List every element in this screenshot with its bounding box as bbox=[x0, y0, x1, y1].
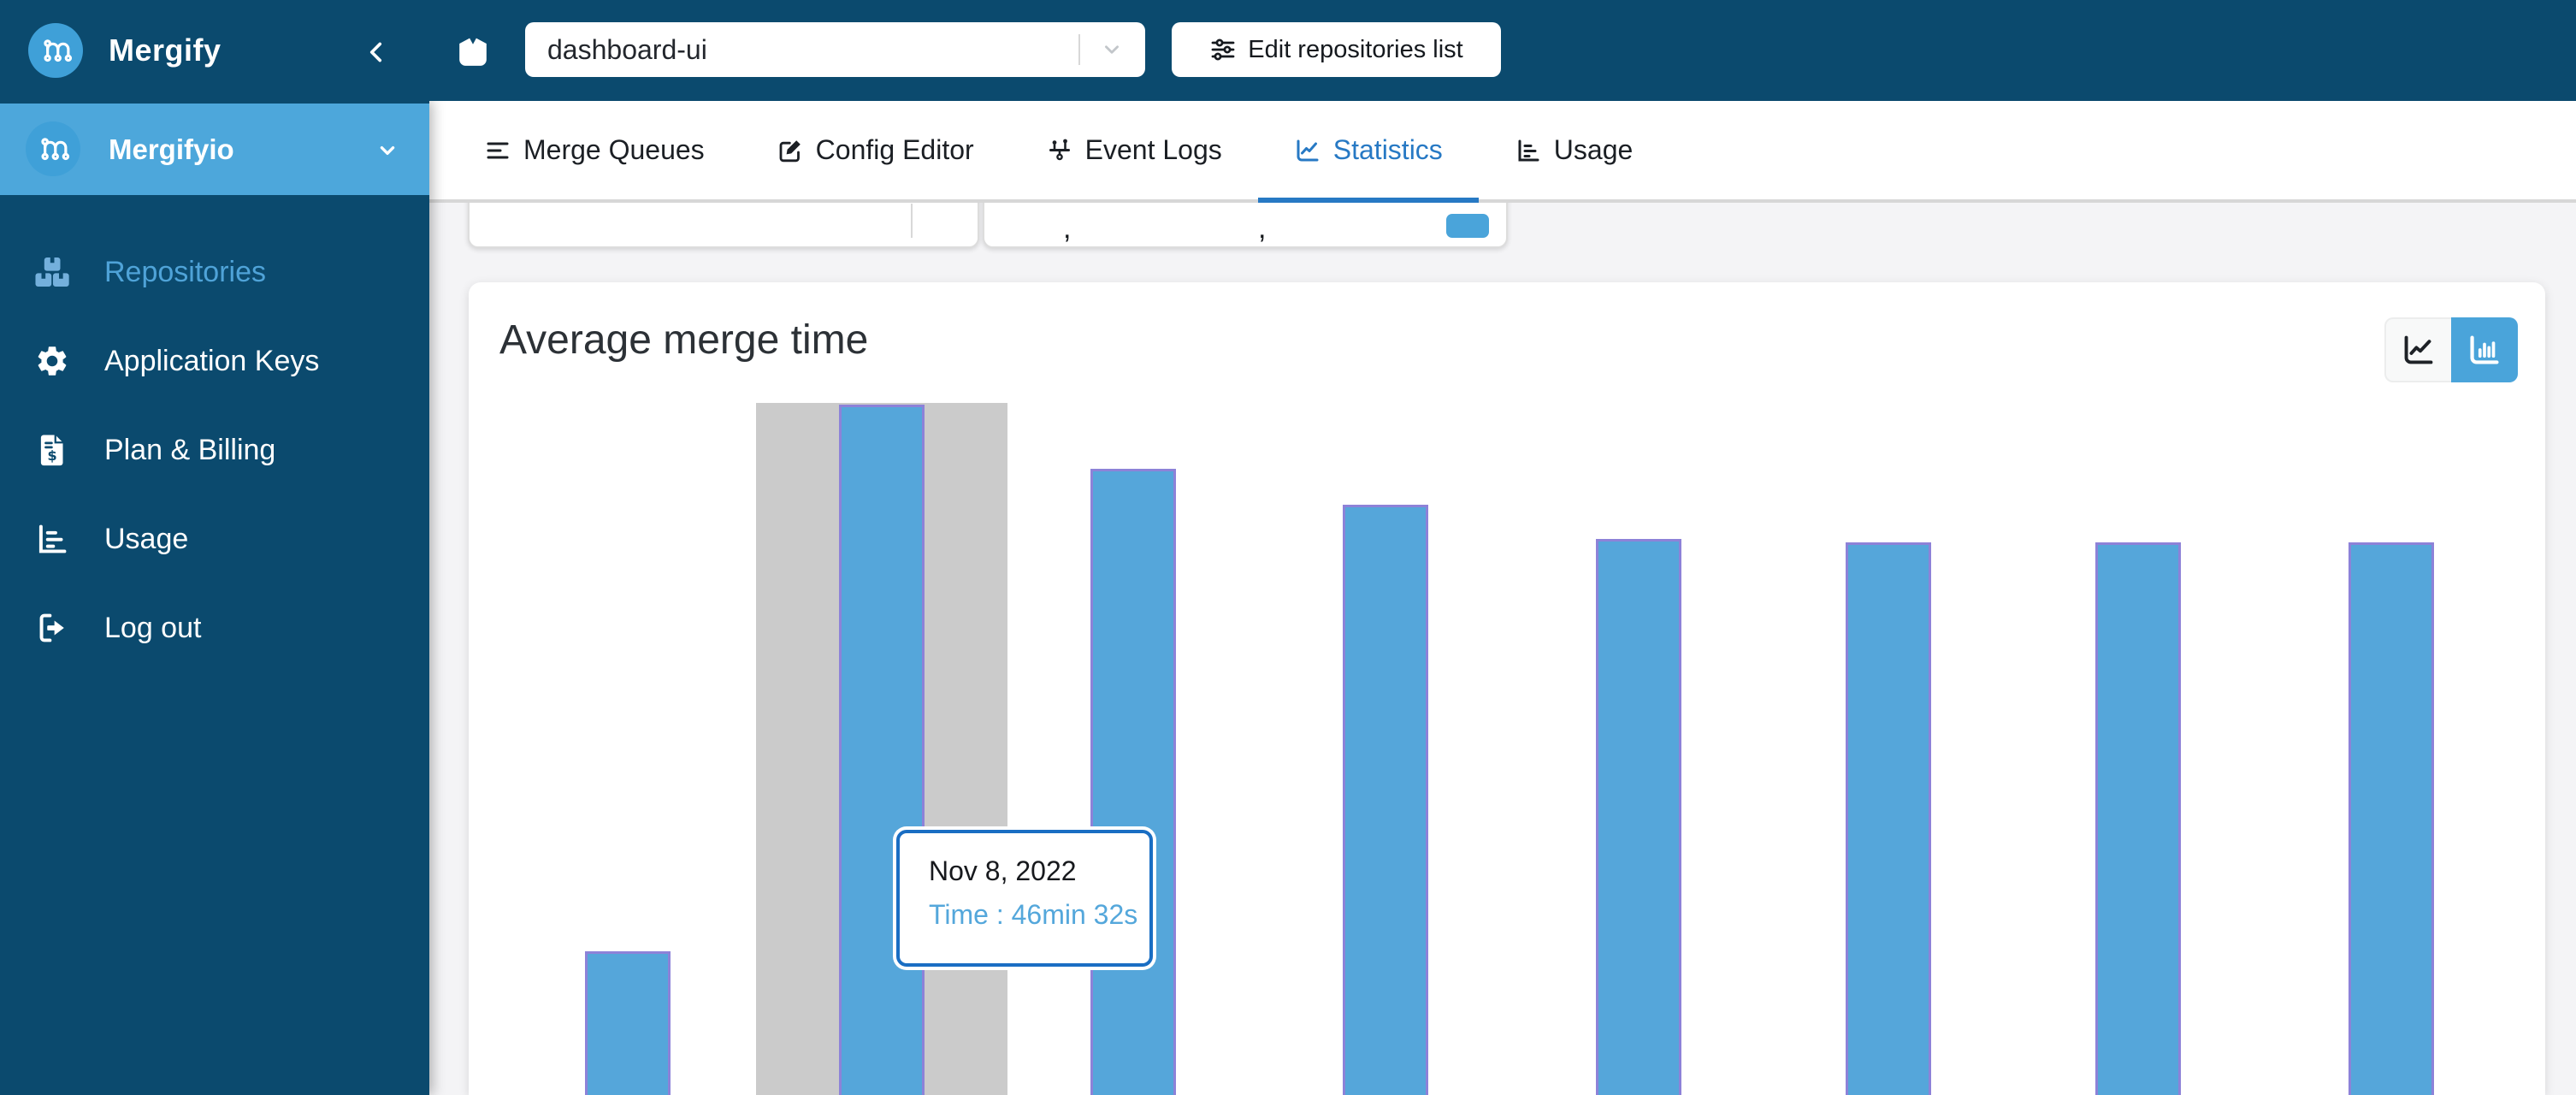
repository-select[interactable]: dashboard-ui bbox=[525, 22, 1145, 77]
list-icon bbox=[487, 142, 509, 158]
sidebar: Mergifyio Repositories bbox=[0, 101, 429, 1095]
invoice-icon: $ bbox=[32, 430, 72, 470]
date-range-input[interactable]: , , bbox=[983, 203, 1508, 248]
sidebar-item-application-keys[interactable]: Application Keys bbox=[0, 317, 429, 405]
tab-label: Event Logs bbox=[1084, 134, 1222, 165]
bar[interactable] bbox=[1846, 542, 1931, 1095]
sidebar-item-label: Plan & Billing bbox=[104, 433, 276, 466]
bar-hovered[interactable] bbox=[839, 405, 925, 1095]
calendar-icon[interactable] bbox=[1446, 214, 1489, 238]
app-header: Mergify dashboard-ui Edit repositor bbox=[0, 0, 2576, 101]
gear-icon bbox=[32, 341, 72, 381]
mergify-logo bbox=[28, 23, 83, 78]
pen-square-icon bbox=[779, 139, 801, 162]
average-merge-time-card: Average merge time Nov 8, 2022 bbox=[469, 282, 2545, 1095]
line-chart-toggle-button[interactable] bbox=[2384, 317, 2451, 382]
date-text-fragment: , bbox=[1258, 212, 1267, 245]
sidebar-item-label: Application Keys bbox=[104, 344, 320, 377]
sliders-icon bbox=[1211, 38, 1235, 61]
inbox-icon bbox=[459, 38, 487, 66]
edit-repositories-button[interactable]: Edit repositories list bbox=[1172, 22, 1501, 77]
inbox-button[interactable] bbox=[448, 31, 498, 74]
bar[interactable] bbox=[1090, 469, 1176, 1095]
tab-usage[interactable]: Usage bbox=[1479, 101, 1669, 199]
tab-bar: Merge Queues Config Editor Event Logs St… bbox=[429, 101, 2576, 203]
bar-chart-toggle-button[interactable] bbox=[2451, 317, 2518, 382]
mergify-m-icon bbox=[41, 138, 70, 161]
org-avatar bbox=[26, 121, 80, 176]
tab-label: Usage bbox=[1553, 134, 1634, 165]
bar[interactable] bbox=[2349, 542, 2434, 1095]
date-text-fragment: , bbox=[1063, 212, 1072, 245]
tab-config-editor[interactable]: Config Editor bbox=[741, 101, 1010, 199]
mergify-m-icon bbox=[44, 39, 73, 62]
usage-chart-icon bbox=[32, 519, 72, 559]
bar[interactable] bbox=[2095, 542, 2181, 1095]
select-divider bbox=[1078, 34, 1080, 65]
card-title: Average merge time bbox=[499, 317, 869, 363]
queue-filter-select[interactable] bbox=[468, 203, 979, 248]
tab-label: Config Editor bbox=[815, 134, 974, 165]
chevron-down-icon bbox=[1099, 37, 1125, 62]
sidebar-item-logout[interactable]: Log out bbox=[0, 583, 429, 672]
collapse-sidebar-button[interactable] bbox=[359, 35, 393, 69]
chevron-left-icon bbox=[369, 42, 382, 62]
line-chart-icon bbox=[1297, 139, 1319, 161]
bar[interactable] bbox=[1343, 505, 1428, 1095]
logout-icon bbox=[32, 608, 72, 648]
event-graph-icon bbox=[1049, 139, 1070, 160]
org-name: Mergifyio bbox=[109, 133, 234, 165]
sidebar-nav: Repositories Application Keys $ Plan & B… bbox=[0, 228, 429, 672]
bar[interactable] bbox=[585, 951, 671, 1095]
tab-label: Statistics bbox=[1332, 134, 1443, 165]
tab-merge-queues[interactable]: Merge Queues bbox=[448, 101, 741, 199]
chart-tooltip: Nov 8, 2022 Time : 46min 32s bbox=[896, 830, 1153, 967]
chart-area bbox=[469, 282, 2545, 1095]
tooltip-date: Nov 8, 2022 bbox=[929, 855, 1077, 886]
sidebar-item-label: Repositories bbox=[104, 255, 266, 288]
sidebar-item-plan-billing[interactable]: $ Plan & Billing bbox=[0, 405, 429, 494]
sidebar-item-repositories[interactable]: Repositories bbox=[0, 228, 429, 317]
tab-event-logs[interactable]: Event Logs bbox=[1010, 101, 1258, 199]
bar-chart-icon bbox=[2470, 335, 2499, 364]
brand-name: Mergify bbox=[109, 33, 222, 68]
svg-text:$: $ bbox=[47, 447, 56, 464]
tab-statistics[interactable]: Statistics bbox=[1257, 101, 1479, 203]
repository-select-value: dashboard-ui bbox=[547, 33, 707, 65]
tooltip-value: Time : 46min 32s bbox=[929, 899, 1138, 930]
chart-type-toggle bbox=[2384, 317, 2518, 382]
content-area: , , Average merge time bbox=[429, 203, 2576, 1095]
sidebar-item-label: Log out bbox=[104, 611, 202, 644]
sidebar-item-label: Usage bbox=[104, 522, 189, 555]
tab-label: Merge Queues bbox=[523, 134, 705, 165]
sidebar-item-usage[interactable]: Usage bbox=[0, 494, 429, 583]
select-divider bbox=[911, 204, 913, 238]
chevron-down-icon bbox=[375, 138, 400, 163]
line-chart-icon bbox=[2404, 335, 2433, 364]
usage-chart-icon bbox=[1518, 139, 1539, 161]
edit-repositories-label: Edit repositories list bbox=[1248, 35, 1463, 63]
org-selector[interactable]: Mergifyio bbox=[0, 104, 429, 195]
bar[interactable] bbox=[1596, 539, 1681, 1095]
boxes-icon bbox=[32, 252, 72, 292]
